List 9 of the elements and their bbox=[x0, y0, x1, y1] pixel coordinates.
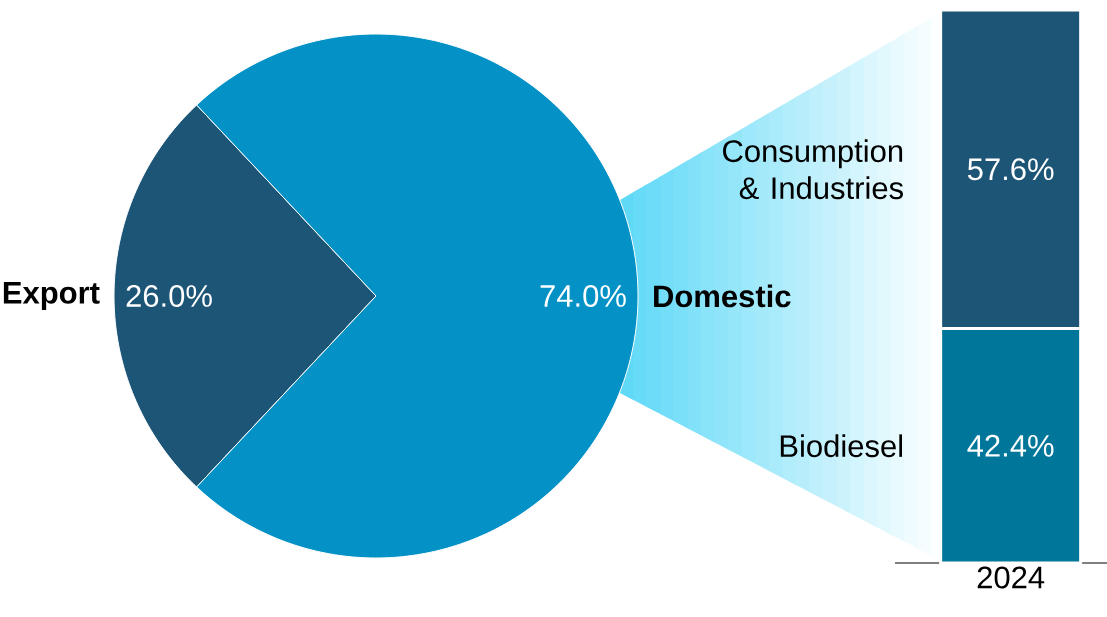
x-tick-label: 2024 bbox=[977, 566, 1045, 589]
slice-label: Domestic bbox=[654, 284, 791, 308]
data-label: 57.6% bbox=[967, 158, 1054, 181]
data-label: 42.4% bbox=[967, 434, 1054, 457]
data-label: 26.0% bbox=[126, 285, 212, 307]
slice-label: Export bbox=[3, 282, 100, 310]
series-label: Biodiesel bbox=[780, 434, 903, 458]
data-label: 74.0% bbox=[540, 285, 626, 307]
series-label: Consumption & Industries bbox=[723, 139, 903, 200]
